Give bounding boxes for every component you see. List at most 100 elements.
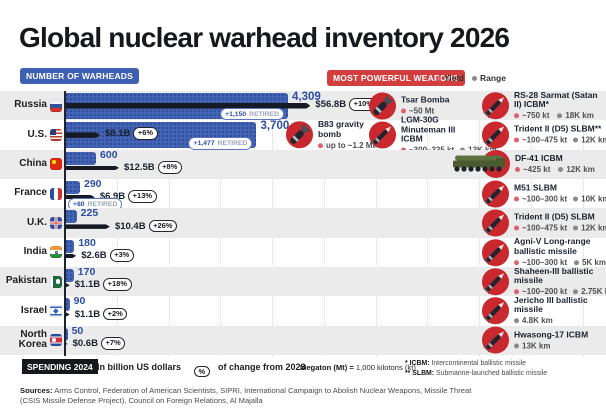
chart-axis-line — [63, 91, 66, 356]
spending-value: $6.9B — [99, 191, 126, 203]
weapon-info: Tsar Bomba ~50 Mt — [401, 94, 450, 116]
weapon-info: Trident II (D5) SLBM**~100–475 kt 12K km — [514, 124, 606, 145]
weapon-info: RS-28 Sarmat (Satan II) ICBM* ~750 kt 18K … — [514, 89, 606, 121]
weapon-item: M51 SLBM~100–300 kt 10K km — [481, 179, 606, 208]
legend-range-label: Range — [480, 73, 506, 83]
weapon-name: Trident II (D5) SLBM — [514, 211, 595, 222]
bomb-icon — [368, 91, 397, 120]
country-label: Pakistan — [0, 267, 62, 296]
warheads-bar — [65, 268, 74, 282]
change-badge: +3% — [109, 249, 134, 262]
yield-value: ~50 Mt — [409, 106, 435, 116]
spending-bar — [65, 195, 95, 200]
warhead-count: 600 — [100, 148, 118, 161]
retired-word: RETIRED — [249, 110, 279, 118]
weapon-stats: ~100–475 kt 12K km — [514, 224, 606, 233]
range-dot-icon — [573, 225, 579, 231]
spending-bar — [65, 283, 70, 288]
retired-word: RETIRED — [217, 139, 248, 147]
spending-label: $12.5B +8% — [124, 161, 182, 174]
spending-label: $2.6B +3% — [81, 249, 134, 262]
weapon-item: B83 gravity bomb up to ~1.2 Mt — [285, 119, 378, 150]
weapon-item: Agni-V Long-range ballistic missile ~100–… — [481, 237, 606, 267]
weapon-stats: ~100–300 kt 10K km — [514, 195, 606, 204]
yield-dot-icon — [514, 260, 519, 266]
country-label: China — [0, 150, 62, 179]
yield-dot-icon — [436, 75, 441, 81]
fr-flag-icon — [50, 187, 62, 200]
spending-label: $6.9B +13% — [100, 190, 157, 203]
sources-text: Arms Control, Federation of American Sci… — [20, 386, 472, 406]
warhead-count: 170 — [77, 265, 96, 278]
kp-flag-icon — [50, 334, 62, 347]
spending-bar — [65, 312, 70, 317]
in-flag-icon — [50, 246, 62, 259]
weapon-name: B83 gravity bomb — [318, 119, 364, 139]
weapon-stats: ~50 Mt — [401, 107, 450, 116]
spending-value: $12.5B — [124, 161, 155, 173]
spending-bar — [65, 132, 100, 138]
warhead-count: 4,309 — [292, 91, 321, 103]
range-dot-icon — [472, 75, 477, 81]
country-row: India 180 $2.6B +3% Agni-V Long-range ballis… — [0, 237, 606, 267]
spending-value: $1.1B — [74, 279, 101, 291]
spending-value: $2.6B — [81, 249, 107, 261]
yield-dot-icon — [514, 289, 519, 295]
yield-value: ~750 kt — [522, 111, 550, 121]
country-row: North Korea 50 $0.6B +7% Hwasong-17 ICBM 13K … — [0, 325, 606, 355]
yield-value: up to ~1.2 Mt — [326, 140, 376, 150]
country-row: U.K. 225 $10.4B +26% Trident II (D5) SLBM ~10… — [0, 207, 606, 238]
footnote-slbm-prefix: ** SLBM: — [405, 369, 435, 377]
pk-flag-icon — [50, 275, 62, 288]
weapon-item: LGM-30G Minuteman III ICBM~300–335 kt13K… — [368, 115, 497, 155]
weapon-info: Trident II (D5) SLBM ~100–475 kt 12K km — [514, 211, 606, 233]
weapon-info: LGM-30G Minuteman III ICBM~300–335 kt13K… — [401, 115, 497, 155]
change-badge: +26% — [148, 219, 177, 233]
weapon-info: B83 gravity bomb up to ~1.2 Mt — [318, 119, 378, 150]
change-badge: +13% — [128, 190, 157, 203]
footnote-icbm: * ICBM: Intercontinental ballistic missi… — [405, 359, 547, 369]
country-name: North Korea — [18, 328, 47, 351]
sources-label: Sources: — [20, 386, 53, 395]
yield-dot-icon — [514, 113, 519, 119]
legend-yield-label: Yield — [444, 73, 464, 83]
percent-pill: % — [194, 361, 210, 379]
change-badge: +6% — [133, 127, 158, 140]
warheads-bar-chart: Russia 4,309 $56.8B +10% +1,150 RETIRED Tsar B… — [0, 89, 606, 356]
spending-label: $10.4B +26% — [115, 219, 177, 233]
weapon-name: Tsar Bomba — [401, 94, 450, 105]
spending-label: $8.1B +6% — [105, 127, 158, 140]
country-name: India — [23, 246, 47, 258]
range-value: 5K km — [581, 258, 606, 268]
range-dot-icon — [557, 113, 563, 119]
weapon-stats: up to ~1.2 Mt — [318, 141, 378, 150]
weapon-name: Shaheen-III ballistic missile — [514, 265, 594, 286]
missile-icon — [368, 120, 397, 149]
weapon-info: DF-41 ICBM ~425 kt 12K km — [515, 154, 595, 174]
warheads-bar — [65, 210, 77, 224]
spending-bar — [65, 254, 76, 259]
yield-value: ~100–300 kt — [522, 194, 568, 204]
country-label: France — [0, 179, 62, 208]
megaton-note-rest: 1,000 kilotons (kt) — [355, 362, 416, 372]
yield-value: ~100–300 kt — [522, 258, 568, 268]
missile-icon — [481, 296, 510, 325]
country-name: Israel — [20, 304, 47, 316]
cn-flag-icon — [50, 158, 62, 171]
country-label: Russia — [0, 91, 62, 120]
weapon-name: RS-28 Sarmat (Satan II) ICBM* — [514, 89, 598, 110]
retired-badge: +1,477 RETIRED — [188, 137, 253, 150]
range-value: 12K km — [566, 165, 595, 175]
missile-icon — [481, 267, 510, 296]
country-row: Israel 90 $1.1B +2% Jericho III ballistic mi… — [0, 295, 606, 326]
weapon-stats: ~100–300 kt 5K km — [514, 258, 606, 267]
range-value: 13K km — [522, 341, 551, 351]
retired-badge: +1,150 RETIRED — [220, 108, 284, 121]
retired-word: RETIRED — [87, 200, 118, 208]
weapon-stats: ~100–200 kt 2.75K km — [514, 287, 606, 296]
bomb-icon — [285, 120, 314, 149]
yield-dot-icon — [401, 108, 406, 114]
weapon-info: Jericho III ballistic missile 4.8K km — [514, 295, 606, 326]
range-value: 12K km — [581, 135, 606, 145]
